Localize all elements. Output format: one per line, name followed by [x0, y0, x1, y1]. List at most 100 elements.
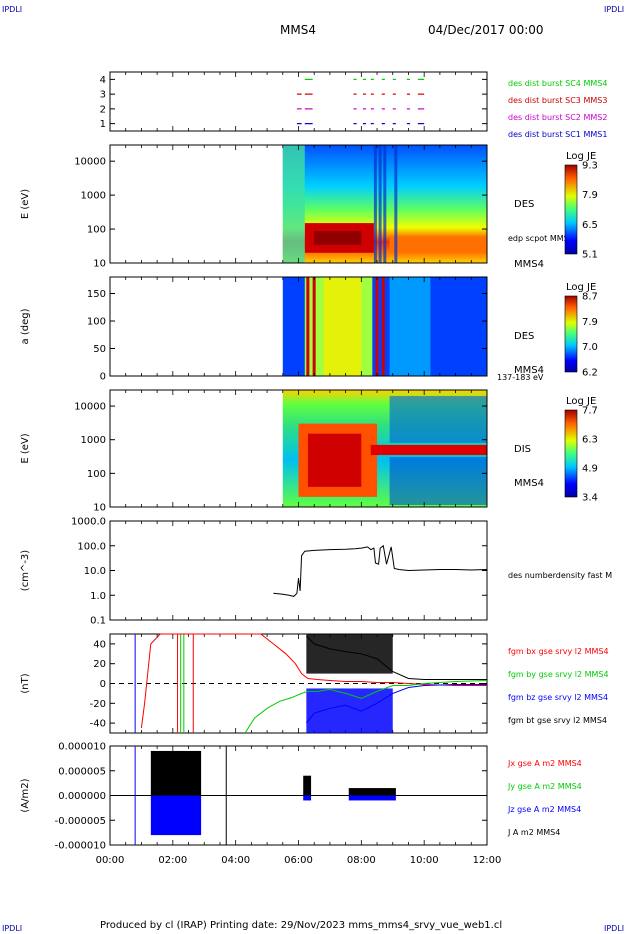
y-tick-label: 50 — [93, 344, 106, 355]
heatmap-band — [389, 457, 487, 505]
y-tick-label: 0.000005 — [58, 766, 106, 777]
side-label: DES — [514, 331, 534, 342]
y-tick-label: 0 — [100, 372, 106, 383]
colorbar-tick: 7.9 — [582, 190, 598, 201]
legend-entry: fgm bt gse srvy l2 MMS4 — [508, 716, 607, 725]
y-tick-label: 0 — [100, 679, 106, 690]
legend-entry: des dist burst SC1 MMS1 — [508, 130, 607, 139]
x-tick-label: 00:00 — [96, 855, 125, 866]
y-tick-label: 10.0 — [84, 566, 106, 577]
y-axis-label: (A/m2) — [20, 778, 31, 812]
legend-entry: des dist burst SC2 MMS2 — [508, 113, 607, 122]
legend-entry: des dist burst SC4 MMS4 — [508, 79, 607, 88]
colorbar-tick: 3.4 — [582, 493, 598, 504]
heatmap-band — [389, 396, 487, 443]
spacecraft-title: MMS4 — [280, 23, 316, 37]
legend-entry: des dist burst SC3 MMS3 — [508, 96, 607, 105]
y-tick-label: 10000 — [74, 402, 106, 413]
heatmap-band — [314, 231, 362, 245]
field-line — [244, 680, 488, 734]
side-label: MMS4 — [514, 259, 544, 270]
y-tick-label: 100.0 — [77, 541, 106, 552]
legend-entry: Jz gse A m2 MMS4 — [507, 805, 581, 814]
field-line — [306, 684, 487, 724]
legend-entry: J A m2 MMS4 — [507, 828, 560, 837]
y-axis-label: E (eV) — [20, 189, 31, 219]
y-tick-label: 20 — [93, 659, 106, 670]
corner-label: IPDLI — [2, 924, 22, 933]
y-tick-label: 0.000010 — [58, 742, 106, 753]
corner-label: IPDLI — [604, 5, 624, 14]
current-burst — [348, 795, 396, 801]
y-axis-label: E (eV) — [20, 433, 31, 463]
colorbar-tick: 9.3 — [582, 161, 598, 172]
legend-entry: Jy gse A m2 MMS4 — [507, 782, 582, 791]
y-tick-label: 0.1 — [90, 616, 106, 627]
y-tick-label: 1000 — [81, 435, 106, 446]
heatmap-stripe — [312, 277, 316, 376]
side-label: MMS4 — [514, 478, 544, 489]
heatmap-band — [323, 277, 362, 376]
y-tick-label: 0.000000 — [58, 791, 106, 802]
y-tick-label: 10 — [93, 503, 106, 514]
colorbar-title: Log JE — [566, 151, 596, 162]
y-tick-label: -20 — [90, 699, 106, 710]
colorbar-dis-energy — [564, 409, 578, 498]
colorbar-des-pitch — [564, 295, 578, 373]
y-axis-label: (nT) — [20, 673, 31, 693]
legend-entry: fgm bz gse srvy l2 MMS4 — [508, 693, 608, 702]
y-tick-label: -0.000005 — [55, 816, 106, 827]
y-tick-label: 100 — [87, 469, 106, 480]
field-noise — [306, 634, 393, 674]
legend-entry: fgm by gse srvy l2 MMS4 — [508, 670, 609, 679]
field-line — [306, 635, 487, 680]
x-tick-label: 10:00 — [410, 855, 439, 866]
heatmap-band — [389, 277, 431, 376]
y-axis-label: a (deg) — [20, 308, 31, 344]
panels: 1 2 3 4 des dist burst SC1 MMS1 des dist burs… — [20, 71, 612, 866]
heatmap-stripe — [378, 145, 382, 263]
y-tick-label: 4 — [100, 75, 106, 86]
y-tick-label: -40 — [90, 719, 106, 730]
colorbar-tick: 7.7 — [582, 406, 598, 417]
x-tick-label: 04:00 — [221, 855, 250, 866]
heatmap-band — [389, 236, 487, 253]
y-tick-label: 40 — [93, 639, 106, 650]
heatmap-band — [307, 433, 362, 487]
y-tick-label: 10 — [93, 259, 106, 270]
date-title: 04/Dec/2017 00:00 — [428, 23, 544, 37]
current-burst — [303, 775, 312, 796]
heatmap-band — [282, 145, 305, 263]
density-line — [273, 544, 488, 597]
legend-entry: fgm bx gse srvy l2 MMS4 — [508, 647, 609, 656]
x-tick-label: 06:00 — [284, 855, 313, 866]
y-tick-label: 10000 — [74, 157, 106, 168]
heatmap-stripe — [394, 145, 398, 263]
colorbar-title: Log JE — [566, 396, 596, 407]
side-label: DIS — [514, 444, 531, 455]
y-tick-label: 150 — [87, 289, 106, 300]
legend-entry: Jx gse A m2 MMS4 — [507, 759, 582, 768]
current-burst — [150, 795, 202, 836]
y-tick-label: 1 — [100, 119, 106, 130]
panel-availability — [109, 71, 488, 132]
heatmap-stripe — [381, 277, 385, 376]
x-tick-label: 02:00 — [158, 855, 187, 866]
y-tick-label: 1000.0 — [71, 517, 106, 528]
y-tick-label: 2 — [100, 104, 106, 115]
heatmap-stripe — [373, 145, 377, 263]
y-tick-label: 1000 — [81, 191, 106, 202]
y-tick-label: 1.0 — [90, 591, 106, 602]
corner-label: IPDLI — [604, 924, 624, 933]
y-tick-label: 100 — [87, 317, 106, 328]
side-label: MMS4 — [514, 365, 544, 376]
y-tick-label: -0.000010 — [55, 841, 106, 852]
colorbar-title: Log JE — [566, 282, 596, 293]
x-tick-label: 08:00 — [347, 855, 376, 866]
y-tick-label: 100 — [87, 225, 106, 236]
colorbar-tick: 6.3 — [582, 435, 598, 446]
colorbar-tick: 6.5 — [582, 220, 598, 231]
heatmap-stripe — [306, 277, 310, 376]
colorbar-tick: 5.1 — [582, 250, 598, 261]
